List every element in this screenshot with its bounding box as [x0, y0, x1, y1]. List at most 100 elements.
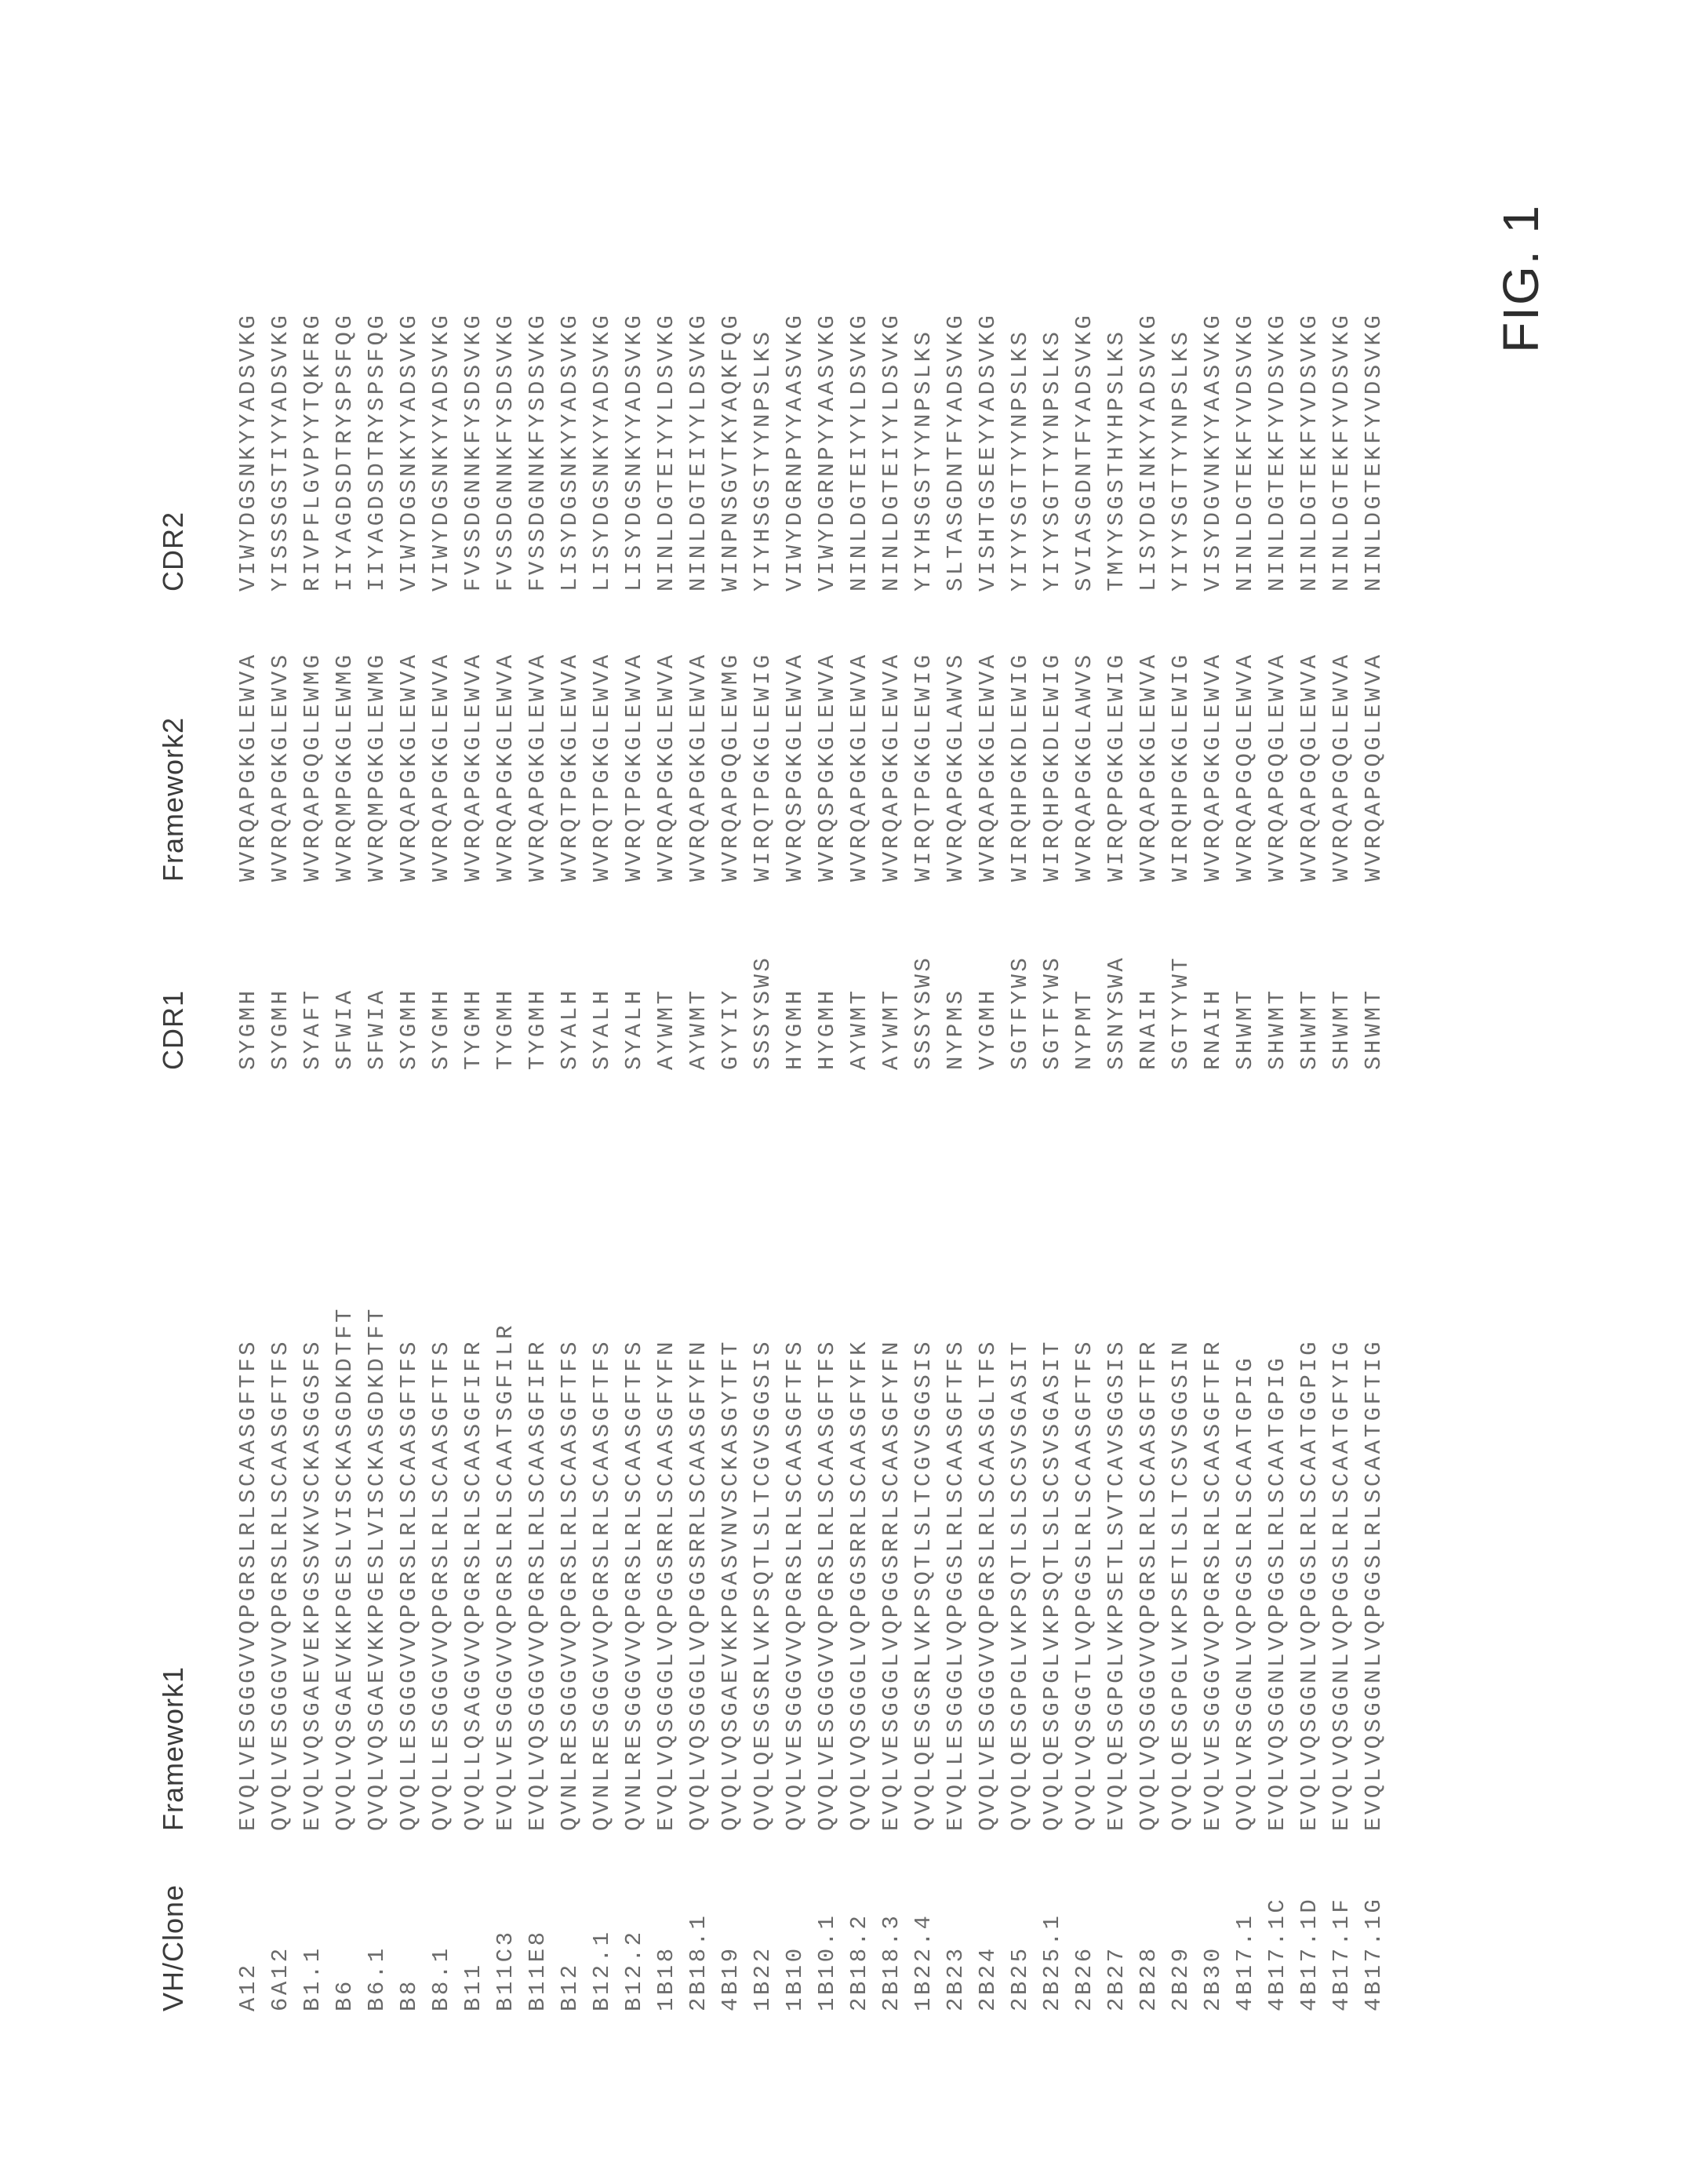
framework1-seq: QVQLVESGGGVVQPGRSLRLSCAASGFTFS [269, 1070, 292, 1831]
framework2-seq: WVRQAPGQGLEWMG [301, 592, 324, 882]
clone-id: 1B10 [784, 1831, 806, 2011]
cdr1-seq: SHWMT [1362, 882, 1385, 1070]
framework2-seq: WVRQTPGKGLEWVA [623, 592, 645, 882]
framework2-seq: WVRQAPGKGLEWVA [462, 592, 485, 882]
cdr1-seq: AYWMT [687, 882, 710, 1070]
sequence-row: 1B10.1QVQLVESGGGVVQPGRSLRLSCAASGFTFSHYGM… [816, 110, 848, 2011]
cdr1-seq: SYALH [591, 882, 613, 1070]
cdr1-seq: SSSYSWS [751, 882, 774, 1070]
clone-id: 2B25.1 [1041, 1831, 1064, 2011]
clone-id: B1.1 [301, 1831, 324, 2011]
cdr1-seq: VYGMH [976, 882, 999, 1070]
sequence-row: 2B25QVQLQESGPGLVKPSQTLSLSCSVSGASITSGTFYW… [1009, 110, 1041, 2011]
header-cdr2: CDR2 [157, 110, 190, 592]
cdr1-seq: SGTYYWT [1169, 882, 1192, 1070]
clone-id: 2B18.1 [687, 1831, 710, 2011]
cdr2-seq: VIWYDGSNKYYADSVKG [430, 110, 453, 592]
cdr2-seq: NINLDGTEKFYVDSVKG [1234, 110, 1256, 592]
sequence-row: B11E8EVQLVQSGGGVVQPGRSLRLSCAASGFIFRTYGMH… [526, 110, 558, 2011]
clone-id: B11C3 [494, 1831, 517, 2011]
sequence-row: 1B18EVQLVQSGGGLVQPGGSRRLSCAASGFYFNAYWMTW… [655, 110, 687, 2011]
cdr2-seq: FVSSDGNNKFYSDSVKG [494, 110, 517, 592]
figure-label: FIG. 1 [1492, 204, 1550, 353]
framework1-seq: QVQLVQSGGTLVQPGGSLRLSCAASGFTFS [1073, 1070, 1096, 1831]
clone-id: 2B24 [976, 1831, 999, 2011]
framework2-seq: WVRQAPGQGLEWVA [1330, 592, 1353, 882]
cdr2-seq: NINLDGTEIYYLDSVKG [687, 110, 710, 592]
framework2-seq: WVRQAPGKGLEWVA [237, 592, 260, 882]
sequence-row: 2B30EVQLVESGGGVVQPGRSLRLSCAASGFTFRRNAIHW… [1202, 110, 1234, 2011]
clone-id: 2B28 [1137, 1831, 1160, 2011]
sequence-row: 1B22QVQLQESGSRLVKPSQTLSLTCGVSGGSISSSSYSW… [751, 110, 784, 2011]
sequence-row: A12EVQLVESGGGVVQPGRSLRLSCAASGFTFSSYGMHWV… [237, 110, 269, 2011]
framework1-seq: QVQLLQSAGGVVQPGRSLRLSCAASGFIFR [462, 1070, 485, 1831]
clone-id: 4B17.1C [1266, 1831, 1289, 2011]
cdr2-seq: VIWYDGRNPYYAASVKG [816, 110, 838, 592]
cdr2-seq: NINLDGTEKFYVDSVKG [1298, 110, 1321, 592]
cdr1-seq: SFWIA [365, 882, 388, 1070]
sequence-row: 2B18.1QVQLVQSGGGLVQPGGSRRLSCAASGFYFNAYWM… [687, 110, 719, 2011]
cdr2-seq: YIYYSGTTYYNPSLKS [1169, 110, 1192, 592]
framework2-seq: WVRQSPGKGLEWVA [816, 592, 838, 882]
cdr2-seq: TMYYSGSTHYHPSLKS [1105, 110, 1128, 592]
clone-id: 6A12 [269, 1831, 292, 2011]
framework1-seq: QVQLVQSGGGVVQPGRSLRLSCAASGFTFR [1137, 1070, 1160, 1831]
clone-id: 4B17.1 [1234, 1831, 1256, 2011]
cdr2-seq: NINLDGTEIYYLDSVKG [848, 110, 871, 592]
clone-id: 4B17.1D [1298, 1831, 1321, 2011]
clone-id: 2B18.2 [848, 1831, 871, 2011]
cdr2-seq: YIYHSGSTYYNPSLKS [912, 110, 935, 592]
framework2-seq: WVRQAPGKGLEWVA [398, 592, 420, 882]
framework2-seq: WVRQAPGQGLEWVA [1234, 592, 1256, 882]
clone-id: 4B17.1G [1362, 1831, 1385, 2011]
framework2-seq: WIRQPPGKGLEWIG [1105, 592, 1128, 882]
sequence-row: 4B17.1QVQLVRSGGNLVQPGGSLRLSCAATGPIGSHWMT… [1234, 110, 1266, 2011]
framework1-seq: QVQLVQSGAEVKKPGASVNVSCKASGYTFT [719, 1070, 742, 1831]
framework2-seq: WVRQAPGKGLAWVS [944, 592, 967, 882]
sequence-row: B12.1QVNLRESGGGVVQPGRSLRLSCAASGFTFSSYALH… [591, 110, 623, 2011]
clone-id: 2B25 [1009, 1831, 1031, 2011]
framework2-seq: WIRQHPGKDLEWIG [1041, 592, 1064, 882]
framework1-seq: EVQLVESGGGVVQPGRSLRLSCAATSGFILR [494, 1070, 517, 1831]
cdr1-seq: RNAIH [1202, 882, 1224, 1070]
framework2-seq: WVRQAPGKGLEWVA [526, 592, 549, 882]
clone-id: 1B10.1 [816, 1831, 838, 2011]
clone-id: 2B30 [1202, 1831, 1224, 2011]
framework2-seq: WVRQAPGQGLEWMG [719, 592, 742, 882]
cdr2-seq: SLTASGDNTFYADSVKG [944, 110, 967, 592]
sequence-row: B11C3EVQLVESGGGVVQPGRSLRLSCAATSGFILRTYGM… [494, 110, 526, 2011]
cdr2-seq: VIWYDGSNKYYADSVKG [398, 110, 420, 592]
cdr2-seq: WINPNSGVTKYAQKFQG [719, 110, 742, 592]
framework1-seq: QVQLVQSGAEVKKPGESLVISCKASGDKDTFT [365, 1070, 388, 1831]
cdr1-seq: SSNYSWA [1105, 882, 1128, 1070]
cdr1-seq: SHWMT [1266, 882, 1289, 1070]
clone-id: 4B17.1F [1330, 1831, 1353, 2011]
sequence-row: 2B25.1QVQLQESGPGLVKPSQTLSLSCSVSGASITSGTF… [1041, 110, 1073, 2011]
sequence-row: 2B29QVQLQESGPGLVKPSETLSLTCSVSGGSINSGTYYW… [1169, 110, 1202, 2011]
framework1-seq: EVQLQESGPGLVKPSETLSVTCAVSGGSIS [1105, 1070, 1128, 1831]
clone-id: 1B22.4 [912, 1831, 935, 2011]
cdr1-seq: NYPMT [1073, 882, 1096, 1070]
cdr2-seq: YIYHSGSTYYNPSLKS [751, 110, 774, 592]
sequence-row: 2B24QVQLVESGGGVVQPGRSLRLSCAASGLTFSVYGMHW… [976, 110, 1009, 2011]
clone-id: 2B18.3 [880, 1831, 903, 2011]
cdr1-seq: SYALH [623, 882, 645, 1070]
cdr2-seq: NINLDGTEKFYVDSVKG [1330, 110, 1353, 592]
cdr1-seq: SYGMH [237, 882, 260, 1070]
cdr2-seq: VISYDGVNKYYAASVKG [1202, 110, 1224, 592]
header-vh-clone: VH/Clone [157, 1831, 190, 2011]
framework2-seq: WVRQAPGKGLEWVA [880, 592, 903, 882]
cdr2-seq: YIYYSGTTYYNPSLKS [1041, 110, 1064, 592]
framework1-seq: QVQLQESGPGLVKPSETLSLTCSVSGGSIN [1169, 1070, 1192, 1831]
cdr1-seq: SYGMH [398, 882, 420, 1070]
sequence-row: 2B28QVQLVQSGGGVVQPGRSLRLSCAASGFTFRRNAIHW… [1137, 110, 1169, 2011]
cdr2-seq: LISYDGSNKYYADSVKG [623, 110, 645, 592]
cdr2-seq: NINLDGTEKFYVDSVKG [1362, 110, 1385, 592]
framework1-seq: QVQLVESGGGVVQPGRSLRLSCAASGLTFS [976, 1070, 999, 1831]
sequence-row: 6A12QVQLVESGGGVVQPGRSLRLSCAASGFTFSSYGMHW… [269, 110, 301, 2011]
sequence-row: B6.1QVQLVQSGAEVKKPGESLVISCKASGDKDTFTSFWI… [365, 110, 398, 2011]
cdr2-seq: YIYYSGTTYYNPSLKS [1009, 110, 1031, 592]
clone-id: B11E8 [526, 1831, 549, 2011]
cdr2-seq: SVIASGDNTFYADSVKG [1073, 110, 1096, 592]
cdr2-seq: NINLDGTEIYYLDSVKG [880, 110, 903, 592]
